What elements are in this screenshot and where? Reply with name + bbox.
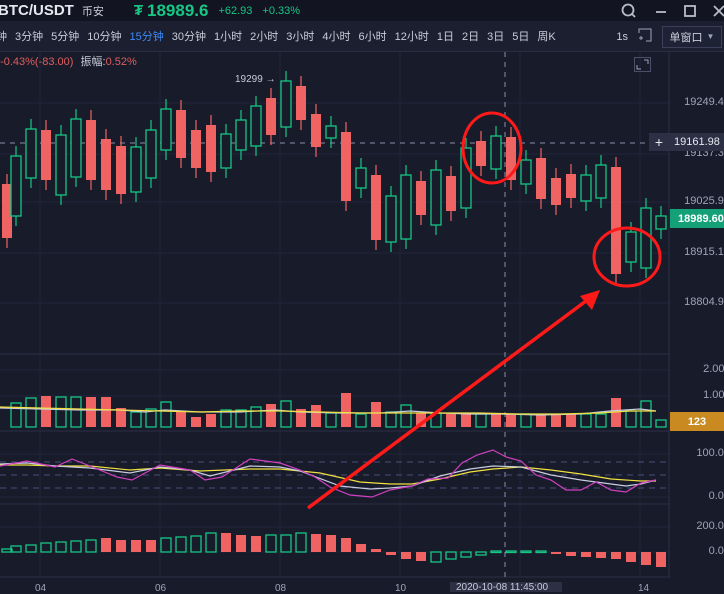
window-mode-select[interactable]: 单窗口 ▼ bbox=[662, 25, 722, 48]
tab-1d[interactable]: 1日 bbox=[436, 31, 454, 43]
price-change: +62.93 bbox=[218, 4, 253, 17]
tab-2d[interactable]: 2日 bbox=[462, 31, 480, 43]
info-bar: :-0.43%(-83.00) 振幅:0.52% bbox=[0, 53, 137, 69]
osc-axis-label: 0.00 bbox=[708, 490, 724, 502]
add-window-icon[interactable] bbox=[638, 28, 652, 45]
tab-1min[interactable]: 钟 bbox=[0, 31, 7, 43]
volume-axis-label: 2.00k bbox=[703, 363, 724, 375]
window-mode-label: 单窗口 bbox=[669, 31, 703, 44]
crosshair-price-badge: + 19161.98 bbox=[649, 133, 724, 151]
tab-4h[interactable]: 4小时 bbox=[322, 31, 351, 43]
macd-axis-label: 0.00 bbox=[708, 545, 724, 557]
price-axis-label: 18804.99 bbox=[684, 296, 724, 308]
change-value: -0.43%(-83.00) bbox=[0, 56, 74, 68]
trading-pair: BTC/USDT bbox=[0, 2, 74, 19]
osc-axis-label: 100.00 bbox=[696, 447, 724, 459]
price-axis-label: 19025.93 bbox=[684, 195, 724, 207]
macd-axis-label: 200.00 bbox=[696, 520, 724, 532]
tab-2h[interactable]: 2小时 bbox=[250, 31, 279, 43]
last-price-badge: 18989.60 bbox=[670, 209, 724, 228]
chevron-down-icon: ▼ bbox=[706, 32, 715, 41]
tab-5min[interactable]: 5分钟 bbox=[51, 31, 80, 43]
fullscreen-icon[interactable] bbox=[634, 57, 651, 72]
search-icon[interactable] bbox=[618, 0, 640, 21]
tab-5d[interactable]: 5日 bbox=[512, 31, 530, 43]
tab-15min[interactable]: 15分钟 bbox=[129, 31, 164, 43]
minimize-icon[interactable] bbox=[650, 0, 672, 21]
refresh-interval[interactable]: 1s bbox=[616, 30, 628, 43]
tab-weekly[interactable]: 周K bbox=[537, 31, 556, 43]
amplitude-value: 0.52% bbox=[105, 56, 137, 68]
tab-30min[interactable]: 30分钟 bbox=[171, 31, 206, 43]
close-icon[interactable] bbox=[708, 0, 724, 21]
tether-icon: ₮ bbox=[133, 2, 143, 19]
amplitude-label: 振幅: bbox=[80, 56, 106, 68]
tab-6h[interactable]: 6小时 bbox=[358, 31, 387, 43]
plus-icon[interactable]: + bbox=[654, 134, 664, 150]
volume-axis-label: 1.00k bbox=[703, 389, 724, 401]
high-marker: 19299 → bbox=[235, 74, 276, 85]
exchange-name: 币安 bbox=[81, 5, 104, 18]
tab-12h[interactable]: 12小时 bbox=[394, 31, 429, 43]
kline-chart[interactable] bbox=[0, 52, 724, 589]
last-price: 18989.6 bbox=[147, 0, 209, 20]
tab-10min[interactable]: 10分钟 bbox=[87, 31, 122, 43]
volume-badge: 123 bbox=[670, 412, 724, 431]
price-axis-label: 19249.47 bbox=[684, 96, 724, 108]
tab-3h[interactable]: 3小时 bbox=[286, 31, 315, 43]
price-axis-label: 18915.14 bbox=[684, 246, 724, 258]
crosshair-time-badge: 2020-10-08 11:45:00 bbox=[450, 582, 562, 592]
timeframe-toolbar: 钟 3分钟 5分钟 10分钟 15分钟 30分钟 1小时 2小时 3小时 4小时… bbox=[0, 21, 724, 52]
price-change-pct: +0.33% bbox=[262, 4, 301, 17]
title-bar: BTC/USDT 币安 ₮ 18989.6 +62.93 +0.33% bbox=[0, 0, 724, 21]
tab-3min[interactable]: 3分钟 bbox=[15, 31, 44, 43]
tab-1h[interactable]: 1小时 bbox=[214, 31, 243, 43]
tab-3d[interactable]: 3日 bbox=[487, 31, 505, 43]
maximize-icon[interactable] bbox=[679, 0, 701, 21]
